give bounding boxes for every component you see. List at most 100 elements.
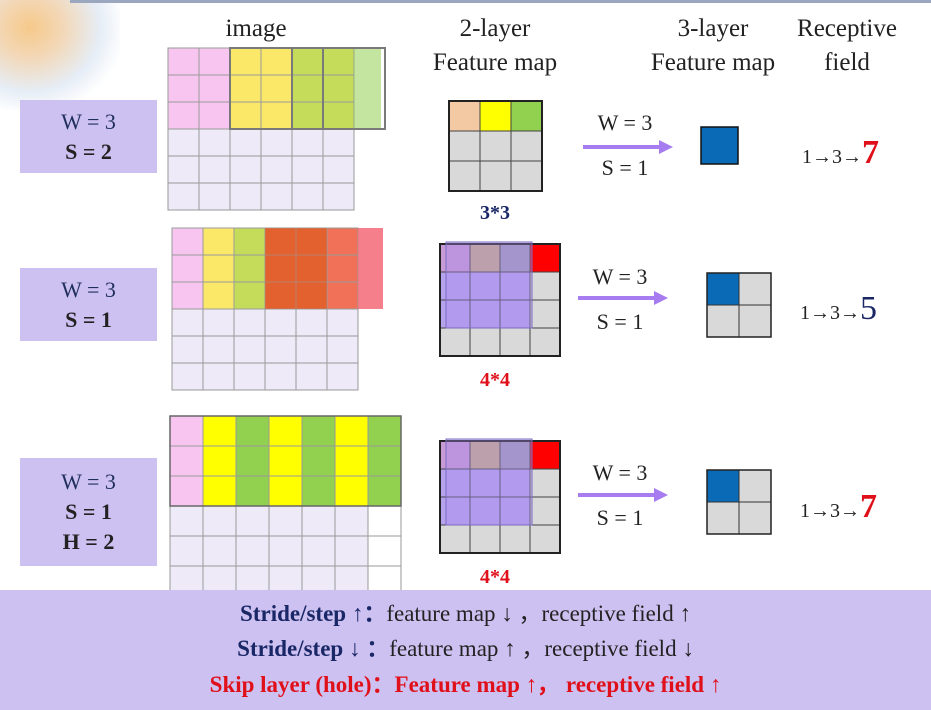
header-receptive-field: Receptive field [797, 15, 897, 76]
feature-map-size-row-2: 4*4 [480, 369, 510, 391]
image-row-3-cell [301, 565, 336, 590]
corner-decoration [0, 0, 120, 110]
image-row-2-overflow [358, 228, 383, 309]
image-row-1-cell [291, 155, 324, 184]
image-row-3-cell [169, 445, 204, 477]
header-two-layer: 2-layer Feature map [432, 15, 558, 76]
image-row-1-overflow [354, 48, 381, 129]
image-row-1-cell [167, 128, 200, 157]
feature-map-row-2-cell [529, 271, 561, 301]
output-row-2-cell [706, 272, 740, 306]
image-row-2-shade [265, 228, 327, 309]
param-w: W = 3 [61, 108, 116, 134]
image-row-3-cell [169, 505, 204, 537]
image-row-3-cell [367, 415, 402, 447]
image-row-1-cell [167, 47, 200, 76]
summary-2-rest: feature map ↑ ，receptive field ↓ [389, 636, 694, 661]
image-row-2-cell [295, 227, 328, 256]
receptive-overlay [445, 438, 533, 526]
feature-map-row-3-cell [469, 468, 501, 498]
param-s: S = 2 [65, 138, 112, 164]
image-row-2-cell [233, 335, 266, 364]
output-row-3-cell [706, 469, 740, 503]
image-row-3-cell [334, 415, 369, 447]
image-row-2-cell [202, 308, 235, 337]
image-row-3-cell [202, 475, 237, 507]
feature-map-row-2-cell [529, 327, 561, 357]
image-row-1-cell [260, 74, 293, 103]
image-row-1-cell [322, 101, 355, 130]
feature-map-row-3-cell [529, 468, 561, 498]
image-row-2-cell [171, 281, 204, 310]
image-row-1-cell [322, 182, 355, 211]
image-row-3-cell [235, 535, 270, 567]
params-row-2: W = 3 S = 1 [20, 268, 157, 341]
feature-map-row-2-cell [469, 327, 501, 357]
feature-map-row-3-cell [499, 524, 531, 554]
feature-map-row-1-cell [510, 130, 543, 162]
image-row-1-cell [322, 128, 355, 157]
feature-map-row-3-cell [529, 440, 561, 470]
image-row-2-cell [171, 227, 204, 256]
receptive-field-row-2: 1→3→5 [800, 290, 877, 328]
summary-line-3: Skip layer (hole)：Feature map ↑， recepti… [209, 672, 722, 697]
summary-1-rest: feature map ↓ ，receptive field ↑ [386, 601, 691, 626]
feature-map-row-1-cell [510, 160, 543, 192]
feature-map-row-2-cell [529, 299, 561, 329]
output-row-3-cell [738, 469, 772, 503]
feature-map-row-2-cell [439, 327, 471, 357]
rf-prefix: 1→3→ [802, 146, 862, 168]
image-row-3-cell [367, 475, 402, 507]
image-row-2-cell [264, 362, 297, 391]
image-row-2-cell [202, 227, 235, 256]
image-row-1-cell [229, 155, 262, 184]
image-row-1-cell [322, 155, 355, 184]
image-row-1-cell [198, 128, 231, 157]
image-row-2-cell [326, 335, 359, 364]
image-row-2-cell [326, 254, 359, 283]
summary-1-lead: Stride/step ↑ [240, 601, 364, 626]
image-row-3-cell [301, 535, 336, 567]
image-row-1-cell [260, 128, 293, 157]
image-row-3-cell [301, 445, 336, 477]
summary-2-lead: Stride/step ↓ [237, 636, 361, 661]
summary-2-sep: ： [360, 636, 390, 661]
image-row-2-cell [233, 227, 266, 256]
image-row-3-cell [169, 475, 204, 507]
image-row-1-cell [322, 74, 355, 103]
rf-value: 5 [860, 290, 877, 327]
image-row-3-cell [169, 565, 204, 590]
image-row-2-cell [202, 281, 235, 310]
image-row-3-cell [334, 565, 369, 590]
image-row-1-cell [198, 101, 231, 130]
feature-map-size-row-3: 4*4 [480, 566, 510, 588]
image-row-1-cell [322, 47, 355, 76]
output-row-2-cell [706, 304, 740, 338]
image-row-2-cell [295, 308, 328, 337]
image-row-2-cell [295, 362, 328, 391]
feature-map-row-3-cell [469, 524, 501, 554]
feature-map-row-2-cell [499, 271, 531, 301]
image-row-3-cell [169, 535, 204, 567]
arrow-row-1-head [659, 140, 673, 154]
image-row-2-cell [264, 308, 297, 337]
image-row-2-cell [171, 254, 204, 283]
image-row-3-cell [268, 415, 303, 447]
image-row-3-top-border [169, 415, 402, 507]
image-row-2-cell [202, 254, 235, 283]
image-row-3-cell [202, 445, 237, 477]
image-row-1-cell [291, 47, 324, 76]
image-row-3-cell [301, 415, 336, 447]
image-row-3-cell [334, 535, 369, 567]
image-row-1-cell [167, 182, 200, 211]
image-row-1-cell [198, 74, 231, 103]
image-row-2-cell [171, 308, 204, 337]
rf-prefix: 1→3→ [800, 302, 860, 324]
output-cell-row-1 [700, 126, 739, 165]
feature-map-size-row-1: 3*3 [480, 202, 510, 224]
arrow-s-row-1: S = 1 [601, 155, 649, 180]
summary-line-2: Stride/step ↓ ：feature map ↑ ，receptive … [0, 632, 931, 666]
image-row-3-cell [367, 445, 402, 477]
feature-map-row-1-cell [448, 160, 481, 192]
